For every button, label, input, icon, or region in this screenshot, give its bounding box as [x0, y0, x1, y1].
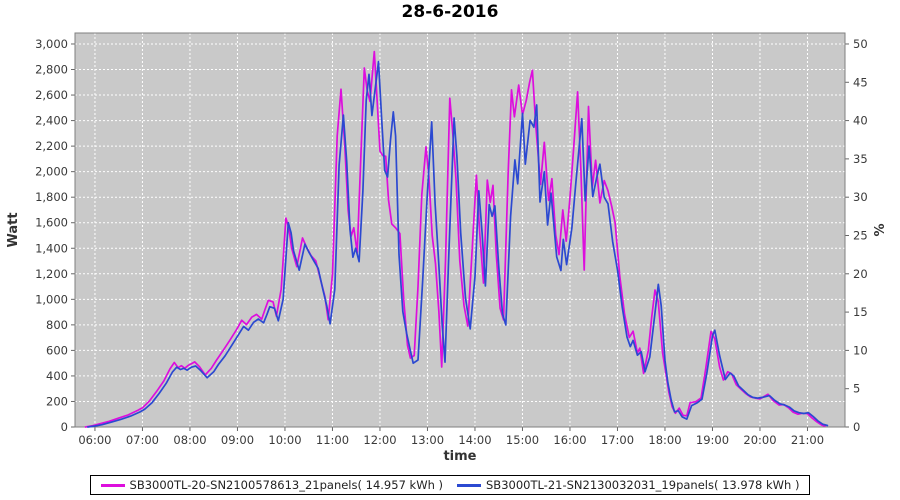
x-tick-label: 13:00: [411, 433, 444, 447]
y-left-tick-label: 2,000: [35, 165, 68, 179]
y-left-tick-label: 1,600: [35, 216, 68, 230]
y-left-tick-label: 200: [46, 394, 68, 408]
y-right-tick-label: 50: [853, 37, 868, 51]
y-right-tick-label: 25: [853, 228, 868, 242]
x-tick-label: 11:00: [316, 433, 349, 447]
series-1-label: SB3000TL-20-SN2100578613_21panels( 14.95…: [129, 478, 443, 492]
y-right-tick-label: 10: [853, 343, 868, 357]
plot-canvas[interactable]: 02004006008001,0001,2001,4001,6001,8002,…: [0, 0, 900, 468]
y-right-tick-label: 5: [853, 382, 860, 396]
y-right-tick-label: 0: [853, 420, 860, 434]
y-right-tick-label: 45: [853, 75, 868, 89]
legend-item-series-1: SB3000TL-20-SN2100578613_21panels( 14.95…: [100, 478, 443, 492]
x-tick-label: 20:00: [743, 433, 776, 447]
y-left-tick-label: 3,000: [35, 37, 68, 51]
plot-border: [74, 32, 846, 428]
y-right-tick-label: 30: [853, 190, 868, 204]
x-tick-label: 12:00: [363, 433, 396, 447]
y-left-tick-label: 2,200: [35, 139, 68, 153]
series-2-line-swatch: [457, 483, 481, 487]
x-tick-label: 10:00: [268, 433, 301, 447]
y-right-tick-label: 35: [853, 152, 868, 166]
legend-item-series-2: SB3000TL-21-SN2130032031_19panels( 13.97…: [457, 478, 799, 492]
y-left-tick-label: 800: [46, 318, 68, 332]
chart-title: 28-6-2016: [401, 2, 499, 22]
x-tick-label: 09:00: [221, 433, 254, 447]
legend: SB3000TL-20-SN2100578613_21panels( 14.95…: [0, 475, 900, 495]
y-left-tick-label: 400: [46, 369, 68, 383]
y-left-tick-label: 1,800: [35, 190, 68, 204]
x-tick-label: 14:00: [458, 433, 491, 447]
x-tick-label: 15:00: [506, 433, 539, 447]
y-right-tick-label: 40: [853, 114, 868, 128]
series-line-2: [86, 60, 829, 428]
series-2-label: SB3000TL-21-SN2130032031_19panels( 13.97…: [486, 478, 800, 492]
x-tick-label: 18:00: [648, 433, 681, 447]
y-left-tick-label: 0: [61, 420, 68, 434]
x-tick-label: 16:00: [553, 433, 586, 447]
x-tick-label: 19:00: [696, 433, 729, 447]
x-tick-label: 21:00: [791, 433, 824, 447]
x-tick-label: 07:00: [126, 433, 159, 447]
x-tick-label: 08:00: [173, 433, 206, 447]
y-right-tick-label: 20: [853, 267, 868, 281]
y-left-tick-label: 600: [46, 343, 68, 357]
y-left-tick-label: 1,200: [35, 267, 68, 281]
y-right-tick-label: 15: [853, 305, 868, 319]
y-left-tick-label: 2,800: [35, 63, 68, 77]
y-left-tick-label: 1,400: [35, 241, 68, 255]
legend-box: SB3000TL-20-SN2100578613_21panels( 14.95…: [89, 475, 811, 495]
series-1-line-swatch: [100, 483, 125, 487]
y-left-tick-label: 2,400: [35, 114, 68, 128]
y-left-axis-title: Watt: [6, 212, 21, 247]
x-axis-title: time: [443, 449, 476, 464]
x-tick-label: 06:00: [78, 433, 111, 447]
series-line-1: [84, 50, 826, 428]
y-right-axis-title: %: [873, 223, 888, 236]
x-tick-label: 17:00: [601, 433, 634, 447]
y-left-tick-label: 1,000: [35, 292, 68, 306]
y-left-tick-label: 2,600: [35, 88, 68, 102]
